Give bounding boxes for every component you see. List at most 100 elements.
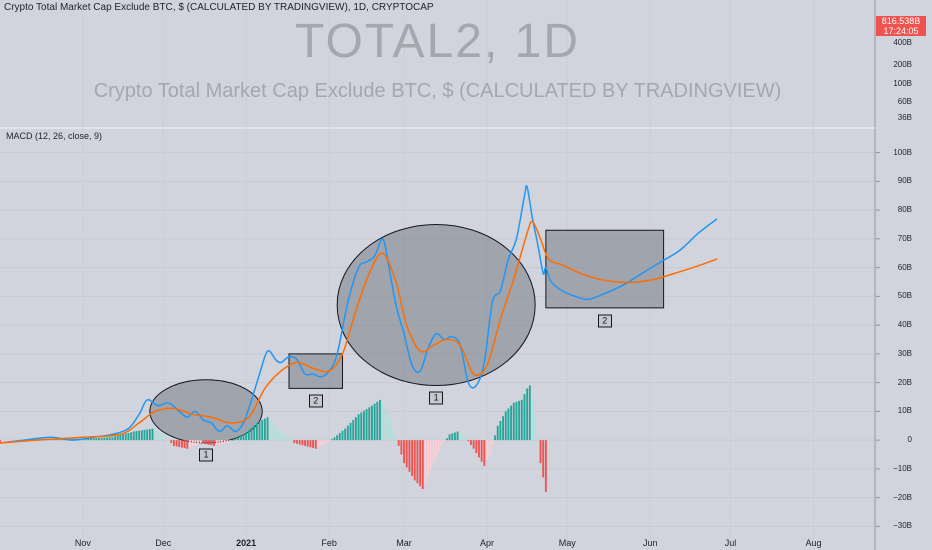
histogram-bar — [381, 403, 384, 441]
histogram-bar — [197, 440, 199, 445]
histogram-bar — [472, 440, 475, 449]
histogram-bar — [338, 432, 341, 441]
histogram-bar — [539, 440, 542, 464]
histogram-bar — [408, 440, 411, 472]
histogram-bar — [451, 433, 454, 441]
histogram-bar — [191, 440, 194, 447]
histogram-bar — [271, 422, 274, 441]
histogram-bar — [411, 440, 414, 477]
value-axis-tick: 40B — [897, 320, 912, 330]
histogram-bar — [354, 417, 357, 441]
histogram-bar — [106, 437, 108, 441]
histogram-bar — [111, 437, 114, 441]
histogram-bar — [207, 440, 210, 445]
histogram-bar — [172, 440, 175, 446]
annotation-label: 2 — [597, 314, 612, 328]
histogram-bar — [456, 431, 459, 441]
histogram-bar — [304, 440, 306, 446]
value-axis-tick: −20B — [893, 492, 912, 502]
histogram-bar — [320, 440, 323, 446]
histogram-bar — [154, 430, 157, 441]
histogram-bar — [7, 440, 9, 443]
histogram-bar — [427, 440, 430, 477]
histogram-bar — [290, 440, 293, 441]
histogram-bar — [544, 440, 547, 492]
histogram-bar — [151, 428, 154, 441]
histogram-bar — [429, 440, 432, 470]
histogram-bar — [387, 411, 389, 441]
value-axis-tick: 80B — [897, 205, 912, 215]
histogram-bar — [242, 434, 245, 441]
histogram-bar — [397, 440, 400, 446]
histogram-bar — [520, 399, 523, 441]
histogram-bar — [119, 435, 122, 441]
histogram-bar — [135, 431, 138, 441]
watermark-subtitle: Crypto Total Market Cap Exclude BTC, $ (… — [93, 80, 782, 102]
histogram-bar — [421, 440, 424, 489]
histogram-bar — [258, 421, 261, 441]
histogram-bar — [534, 411, 537, 441]
histogram-bar — [237, 437, 240, 441]
symbol-header[interactable]: Crypto Total Market Cap Exclude BTC, $ (… — [4, 2, 434, 13]
histogram-bar — [445, 438, 448, 441]
histogram-bar — [122, 434, 125, 441]
histogram-bar — [130, 432, 133, 441]
histogram-bar — [239, 435, 242, 441]
histogram-bar — [362, 410, 365, 441]
histogram-bar — [491, 440, 494, 445]
histogram-bar — [309, 440, 312, 448]
histogram-bar — [159, 433, 162, 441]
histogram-bar — [464, 437, 467, 441]
histogram-bar — [90, 438, 92, 441]
histogram-bar — [98, 437, 100, 441]
histogram-bar — [127, 432, 130, 441]
histogram-bar — [496, 425, 499, 441]
histogram-bar — [116, 435, 119, 441]
time-axis-tick: Jun — [642, 538, 658, 548]
macd-indicator-label[interactable]: MACD (12, 26, close, 9) — [6, 131, 103, 141]
histogram-bar — [405, 440, 408, 468]
histogram-bar — [280, 431, 282, 441]
histogram-bar — [288, 437, 290, 441]
value-axis-tick: 0 — [907, 435, 912, 445]
histogram-bar — [467, 440, 470, 442]
histogram-bar — [376, 401, 379, 441]
histogram-bar — [186, 440, 189, 449]
histogram-bar — [360, 412, 363, 441]
histogram-bar — [542, 440, 545, 478]
time-axis-tick: Dec — [155, 538, 172, 548]
histogram-bar — [403, 440, 405, 464]
annotation-ellipse — [336, 224, 536, 386]
annotation-shapes — [149, 224, 665, 444]
histogram-bar — [371, 405, 373, 441]
time-axis-tick: 2021 — [236, 538, 257, 548]
histogram-bar — [379, 399, 381, 441]
value-axis-tick: 100B — [893, 147, 912, 157]
histogram-bar — [413, 440, 416, 481]
histogram-bar — [181, 440, 183, 448]
histogram-bar — [223, 440, 226, 444]
histogram-bar — [100, 437, 103, 441]
histogram-bar — [282, 433, 285, 441]
histogram-bar — [226, 440, 229, 443]
value-axis-tick: −10B — [893, 463, 912, 473]
watermark-title: TOTAL2, 1D — [295, 15, 580, 68]
histogram-bar — [218, 440, 221, 445]
histogram-bar — [448, 434, 451, 441]
histogram-bar — [108, 437, 111, 441]
histogram-bar — [255, 422, 258, 441]
histogram-bar — [400, 440, 403, 455]
histogram-bar — [269, 420, 272, 441]
histogram-bar — [317, 440, 320, 448]
histogram-bar — [349, 422, 352, 441]
histogram-bar — [346, 425, 349, 441]
histogram-bar — [293, 440, 296, 443]
histogram-bar — [461, 435, 464, 441]
histogram-bar — [205, 440, 207, 445]
histogram-bar — [344, 428, 347, 441]
histogram-bar — [352, 420, 355, 441]
histogram-bar — [114, 436, 116, 441]
histogram-bar — [247, 429, 250, 441]
histogram-bar — [253, 425, 256, 441]
